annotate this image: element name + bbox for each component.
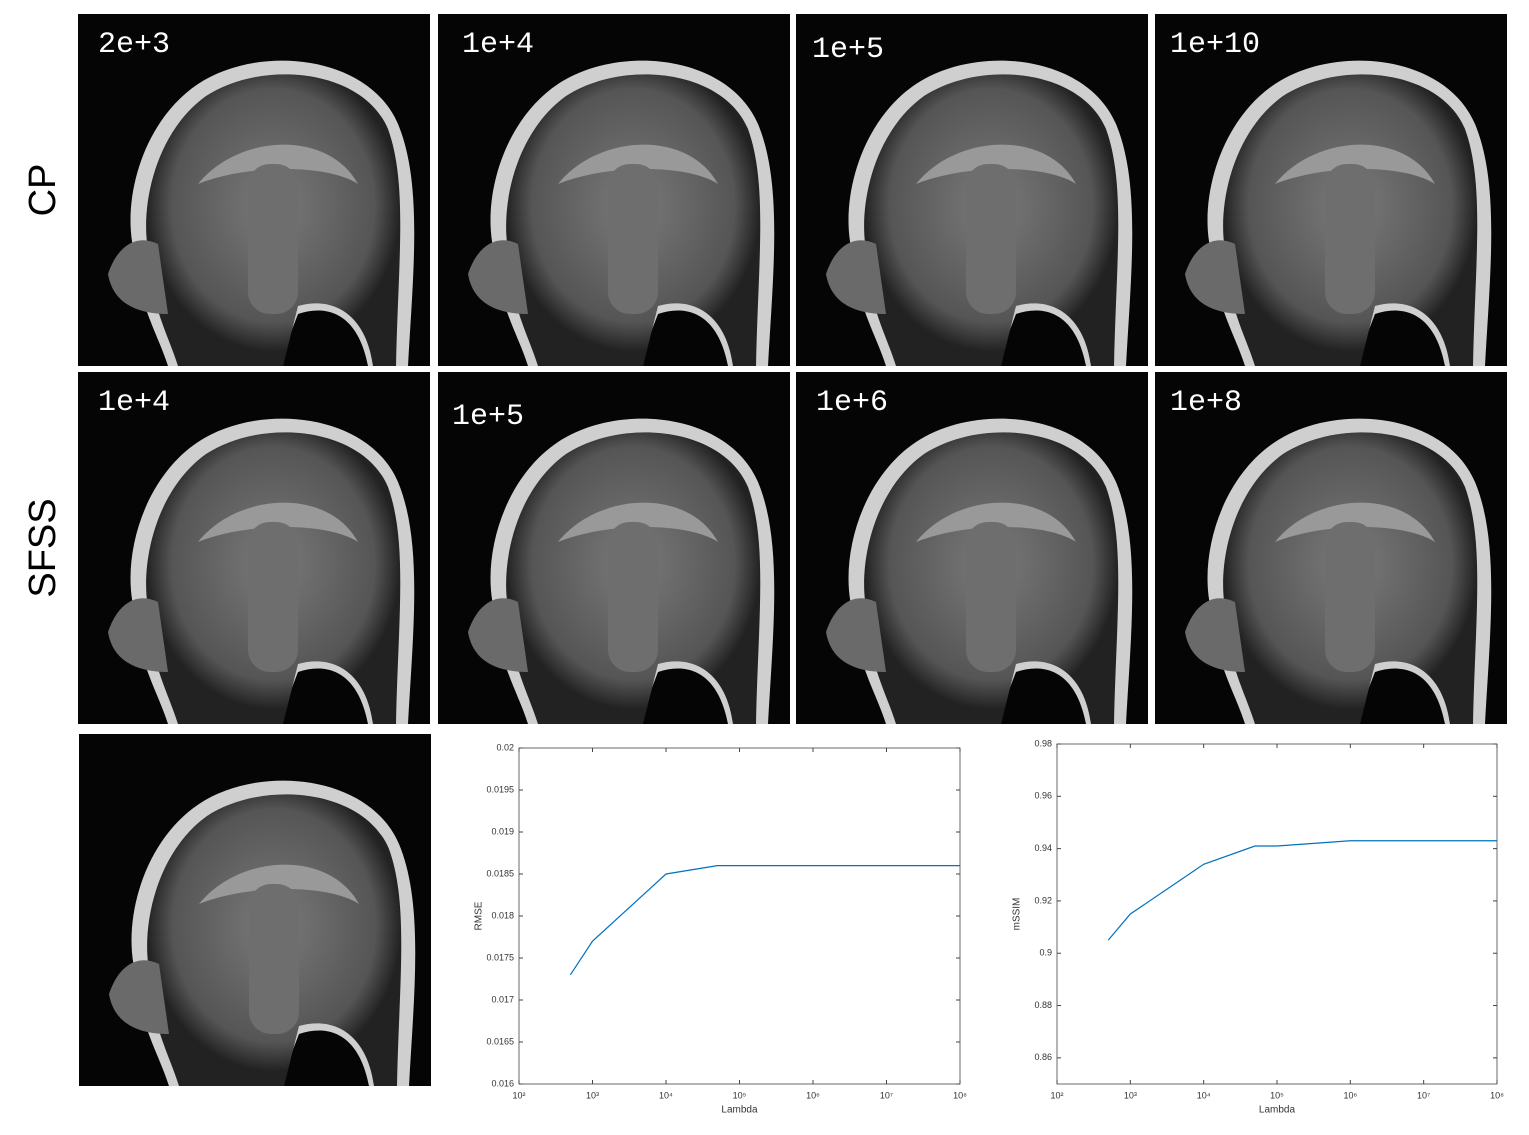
x-axis-label: Lambda	[721, 1105, 758, 1116]
y-tick-label: 0.9	[1039, 948, 1052, 958]
y-tick-label: 0.0165	[486, 1036, 514, 1046]
x-tick-label: 10⁵	[733, 1090, 747, 1100]
panel-label: 1e+5	[812, 33, 884, 67]
plot-area	[1056, 743, 1498, 1085]
panel-label: 1e+10	[1170, 28, 1260, 62]
y-tick-label: 0.92	[1034, 895, 1052, 905]
mri-image	[78, 372, 430, 724]
y-tick-label: 0.0175	[486, 952, 514, 962]
y-tick-label: 0.86	[1034, 1052, 1052, 1062]
line	[569, 865, 960, 976]
y-tick-label: 0.017	[491, 994, 514, 1004]
row-label: CP	[22, 164, 64, 217]
x-tick-label: 10⁷	[1417, 1090, 1430, 1100]
row-label: SFSS	[22, 498, 64, 597]
y-tick-label: 0.94	[1034, 843, 1052, 853]
y-axis-label: RMSE	[474, 901, 485, 930]
panel-label: 1e+4	[98, 386, 170, 420]
y-tick-label: 0.019	[491, 826, 514, 836]
x-tick-label: 10³	[586, 1090, 599, 1100]
plot-area	[518, 747, 961, 1085]
y-axis-label: mSSIM	[1012, 898, 1023, 931]
x-axis-label: Lambda	[1259, 1105, 1296, 1116]
panel-label: 1e+6	[816, 386, 888, 420]
y-tick-label: 0.96	[1034, 791, 1052, 801]
panel-label: 1e+4	[462, 28, 534, 62]
x-tick-label: 10⁴	[1197, 1090, 1211, 1100]
panel-label: 1e+5	[452, 400, 524, 434]
x-tick-label: 10⁴	[659, 1090, 673, 1100]
x-tick-label: 10⁶	[1343, 1090, 1357, 1100]
panel-label: 2e+3	[98, 28, 170, 62]
x-tick-label: 10⁶	[806, 1090, 820, 1100]
x-tick-label: 10⁵	[1270, 1090, 1284, 1100]
x-tick-label: 10⁸	[1490, 1090, 1504, 1100]
panel-label: 1e+8	[1170, 386, 1242, 420]
y-tick-label: 0.88	[1034, 1000, 1052, 1010]
mri-image	[438, 14, 790, 366]
y-tick-label: 0.016	[491, 1078, 514, 1088]
x-tick-label: 10³	[1124, 1090, 1137, 1100]
x-tick-label: 10⁸	[953, 1090, 967, 1100]
mri-image	[79, 734, 431, 1086]
mri-image	[796, 372, 1148, 724]
y-tick-label: 0.02	[496, 742, 514, 752]
mri-image	[1155, 14, 1507, 366]
line	[1107, 840, 1497, 941]
x-tick-label: 10²	[1050, 1090, 1063, 1100]
x-tick-label: 10²	[512, 1090, 525, 1100]
x-tick-label: 10⁷	[880, 1090, 893, 1100]
mri-image	[78, 14, 430, 366]
y-tick-label: 0.0185	[486, 868, 514, 878]
mri-image	[1155, 372, 1507, 724]
y-tick-label: 0.018	[491, 910, 514, 920]
y-tick-label: 0.98	[1034, 738, 1052, 748]
y-tick-label: 0.0195	[486, 784, 514, 794]
